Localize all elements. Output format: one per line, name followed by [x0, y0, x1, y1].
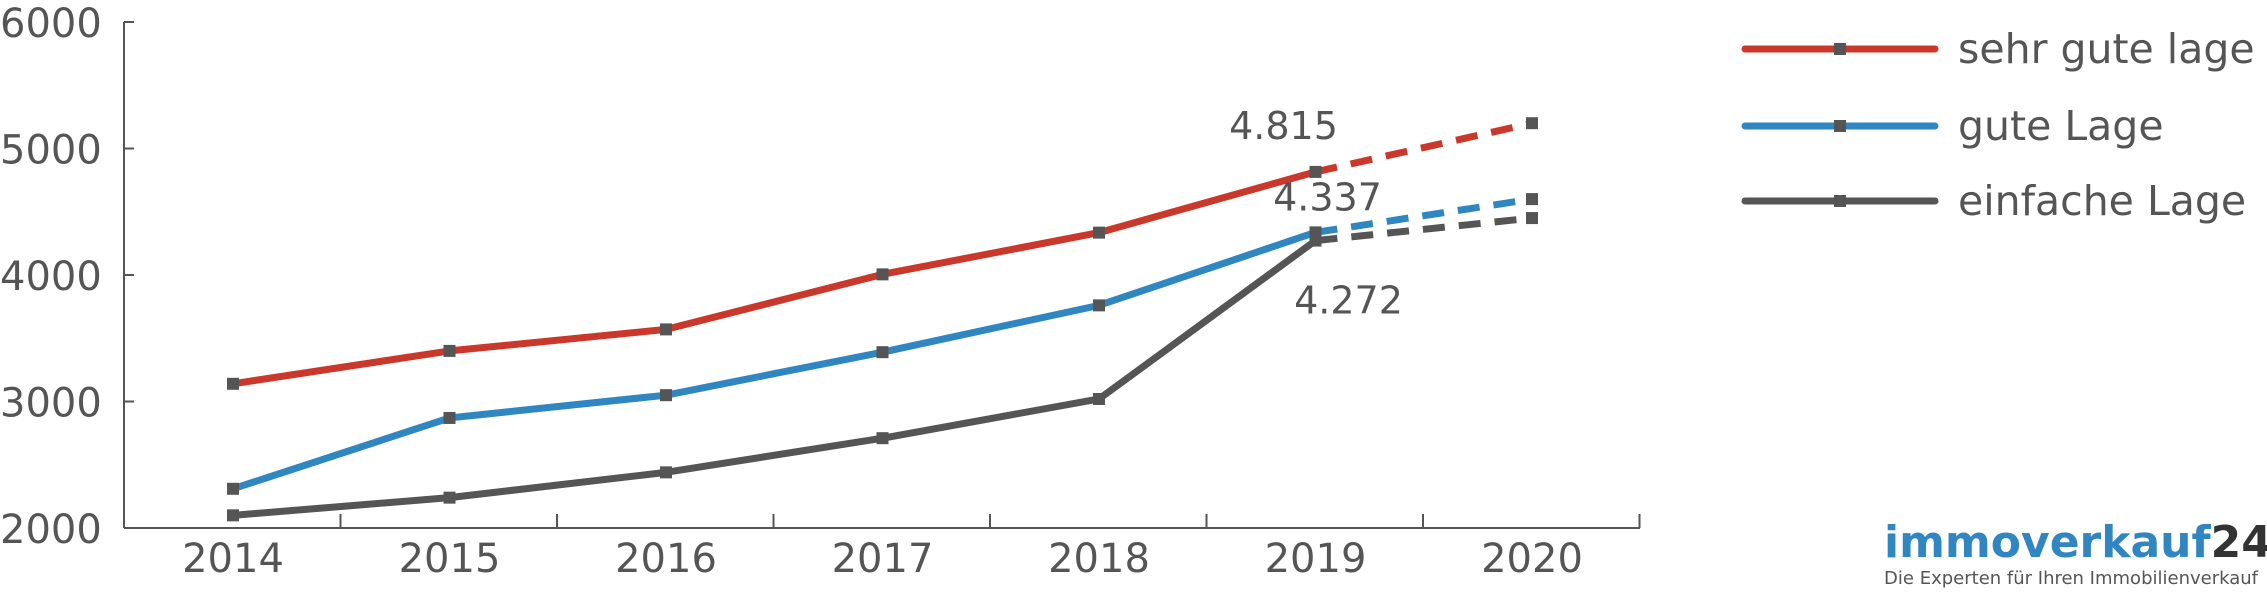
data-point — [443, 491, 456, 504]
x-tick-label: 2017 — [832, 536, 934, 582]
legend-label: sehr gute lage — [1958, 25, 2255, 73]
data-point — [660, 389, 672, 402]
legend-swatch-marker — [1834, 120, 1846, 132]
x-tick-label: 2016 — [615, 536, 717, 582]
series-0: 4.815 — [227, 104, 1538, 390]
y-tick-label: 5000 — [0, 128, 102, 174]
data-point — [660, 323, 672, 336]
data-point — [1093, 299, 1105, 312]
data-point — [227, 509, 239, 522]
x-tick-label: 2014 — [182, 536, 284, 582]
legend-swatch-marker — [1834, 43, 1846, 55]
data-point — [443, 344, 456, 357]
series-1: 4.337 — [227, 175, 1538, 495]
svg-text:immoverkauf24: immoverkauf24 — [1884, 517, 2267, 568]
series-2: 4.272 — [227, 212, 1538, 522]
x-tick-label: 2020 — [1481, 536, 1583, 582]
data-point — [660, 466, 672, 479]
series-line-forecast — [1315, 214, 1533, 245]
legend-label: einfache Lage — [1958, 177, 2246, 225]
series-line-solid — [229, 237, 1319, 519]
y-tick-label: 4000 — [0, 254, 102, 300]
data-point — [1309, 234, 1322, 247]
brand-number: 24 — [2211, 517, 2267, 568]
x-tick-label: 2015 — [399, 536, 501, 582]
data-point — [443, 411, 456, 424]
data-point — [876, 346, 889, 359]
data-point — [1526, 117, 1538, 130]
data-point — [1309, 165, 1322, 178]
y-tick-label: 2000 — [0, 507, 102, 553]
legend-label: gute Lage — [1958, 102, 2164, 150]
data-point — [227, 377, 239, 390]
y-tick-label: 3000 — [0, 381, 102, 427]
legend-swatch-marker — [1834, 195, 1846, 207]
data-point — [1093, 226, 1105, 239]
data-point — [876, 432, 889, 445]
data-point — [876, 268, 889, 281]
series-layer: 4.815 4.337 4.272 — [227, 104, 1538, 522]
series-line-forecast — [1314, 119, 1533, 176]
data-point — [1093, 392, 1105, 405]
data-point — [1526, 193, 1538, 206]
legend: sehr gute lage gute Lage einfache Lage — [1741, 25, 2255, 225]
data-label: 4.337 — [1273, 175, 1382, 219]
x-tick-label: 2018 — [1048, 536, 1150, 582]
data-point — [1526, 212, 1538, 225]
y-axis-ticks: 2000 3000 4000 5000 6000 — [0, 1, 134, 553]
data-point — [227, 482, 239, 495]
brand-tagline: Die Experten für Ihren Immobilienverkauf — [1884, 568, 2259, 589]
series-line-solid — [229, 228, 1319, 493]
data-label: 4.272 — [1294, 279, 1403, 323]
x-axis-ticks: 2014 2015 2016 2017 2018 2019 2020 — [123, 514, 1641, 582]
brand-logo: immoverkauf24 Die Experten für Ihren Imm… — [1884, 517, 2267, 589]
data-label: 4.815 — [1229, 104, 1338, 148]
y-tick-label: 6000 — [0, 1, 102, 47]
brand-name: immoverkauf — [1884, 517, 2212, 568]
series-line-forecast — [1314, 195, 1533, 236]
x-tick-label: 2019 — [1265, 536, 1367, 582]
series-line-solid — [229, 168, 1319, 388]
